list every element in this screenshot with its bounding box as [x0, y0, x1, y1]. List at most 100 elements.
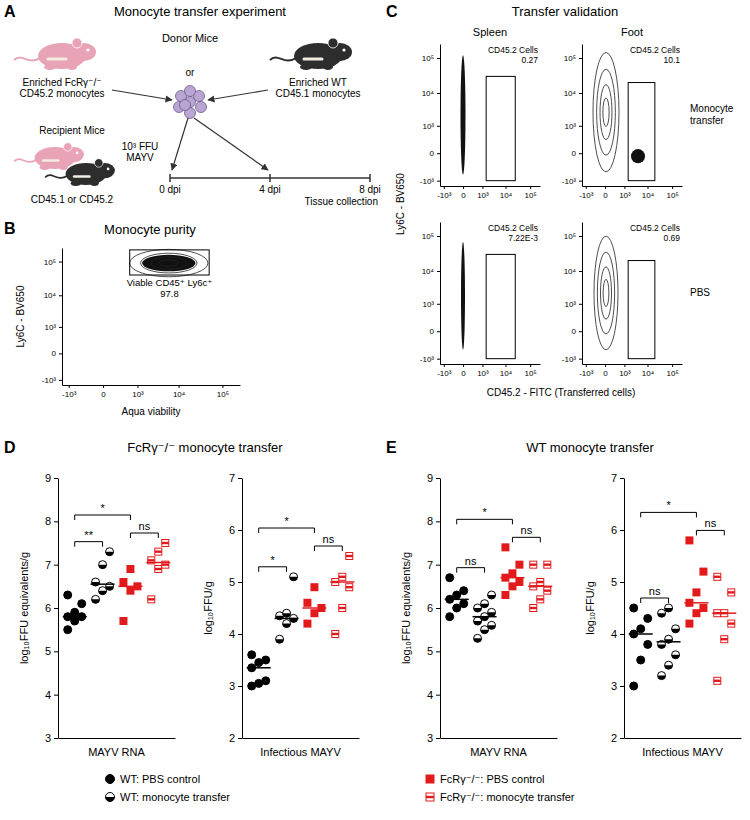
- tick: 10⁴: [642, 186, 655, 200]
- tick-mark: [586, 186, 587, 189]
- marker-shape: [460, 587, 468, 595]
- marker: [262, 677, 270, 685]
- significance-label: ns: [521, 524, 533, 536]
- monocyte: [196, 102, 207, 113]
- marker-shape: [248, 651, 256, 659]
- gate: [628, 261, 655, 359]
- plot-area: [629, 536, 737, 690]
- marker-shape: [283, 620, 291, 628]
- marker-shape: [665, 604, 673, 612]
- gate-label: CD45.2 Cells: [630, 45, 680, 55]
- timeline-label: 4 dpi: [259, 184, 281, 195]
- marker: [515, 578, 523, 586]
- marker-shape: [692, 588, 700, 596]
- text-line: MAYV: [126, 152, 154, 163]
- axis-line: [441, 364, 541, 365]
- marker: [310, 609, 318, 617]
- tick-mark: [69, 385, 70, 388]
- tick-mark: [482, 364, 483, 367]
- tick-label: 10⁵: [217, 390, 229, 399]
- significance-label: ns: [323, 533, 335, 545]
- marker-shape: [64, 626, 72, 634]
- tick: 3: [229, 680, 242, 692]
- recipient-type: CD45.1 or CD45.2: [31, 194, 114, 205]
- marker-fill: [728, 591, 735, 593]
- tick-label: 10³: [422, 300, 434, 309]
- tick: 5: [611, 576, 624, 588]
- tick: 10⁵: [667, 186, 679, 200]
- tick: -10³: [420, 177, 440, 186]
- marker: [685, 536, 693, 544]
- tick-label: -10³: [579, 369, 594, 378]
- marker-shape: [672, 651, 680, 659]
- significance-bracket: [75, 515, 131, 520]
- marker: [92, 595, 100, 603]
- marker: [126, 565, 134, 573]
- tick-label: 8: [427, 515, 433, 527]
- tick-label: 10⁵: [667, 191, 679, 200]
- gate-label: CD45.2 Cells: [488, 223, 538, 233]
- marker-fill: [155, 550, 162, 552]
- median-line: [63, 616, 87, 618]
- tick-mark: [437, 93, 440, 94]
- arrow: [112, 90, 172, 100]
- tick-label: 9: [45, 472, 51, 484]
- tick-label: 10⁴: [173, 390, 186, 399]
- text-line: CD45.1 monocytes: [275, 88, 360, 99]
- mouse-tail: [270, 57, 296, 60]
- marker-shape: [155, 566, 162, 573]
- marker: [481, 600, 489, 608]
- dot-plot: 234567Infectious MAYVlog₁₀FFU/gnsns*: [584, 472, 742, 758]
- tick-mark: [463, 364, 464, 367]
- marker-shape: [537, 579, 544, 586]
- marker: [537, 579, 544, 586]
- tick-mark: [620, 634, 624, 635]
- marker: [283, 609, 291, 617]
- tick-mark: [437, 236, 440, 237]
- tick-label: 10³: [564, 300, 576, 309]
- tick: 0: [430, 149, 440, 158]
- significance-label: *: [284, 515, 289, 527]
- monocyte: [185, 86, 196, 97]
- marker-shape: [71, 608, 79, 616]
- arrow: [172, 118, 188, 170]
- marker: [126, 587, 134, 595]
- y-axis: 3456789: [45, 472, 59, 744]
- marker: [426, 775, 435, 784]
- marker-shape: [728, 589, 735, 596]
- axis-line: [59, 738, 176, 739]
- density-contour: [159, 260, 178, 267]
- tick-mark: [436, 651, 440, 652]
- y-axis-title: log₁₀FFU/g: [584, 581, 596, 635]
- tick: 4: [611, 628, 624, 640]
- tick: 10⁴: [422, 267, 440, 276]
- marker-shape: [501, 543, 509, 551]
- significance-label: ns: [465, 555, 477, 567]
- gate-value: 97.8: [160, 288, 179, 299]
- tick: 8: [427, 515, 440, 527]
- legend-label: FcRγ⁻/⁻: PBS control: [440, 773, 545, 785]
- marker: [119, 617, 127, 625]
- marker-shape: [728, 620, 735, 627]
- tick-mark: [59, 262, 62, 263]
- marker-shape: [78, 600, 86, 608]
- density-contour: [603, 98, 609, 127]
- tick-label: 7: [611, 472, 617, 484]
- marker-shape: [99, 561, 107, 569]
- median-line: [330, 581, 354, 583]
- tick-mark: [620, 530, 624, 531]
- tick: 10⁵: [525, 186, 537, 200]
- marker: [692, 588, 700, 596]
- tick-mark: [579, 331, 582, 332]
- tick-label: 0: [52, 349, 57, 358]
- tick: 10⁵: [44, 258, 62, 267]
- tick-mark: [103, 385, 104, 388]
- marker: [64, 591, 72, 599]
- tick-mark: [59, 380, 62, 381]
- tick: 6: [611, 524, 624, 536]
- tick-label: 3: [45, 732, 51, 744]
- marker-fill: [728, 622, 735, 624]
- tick-label: 5: [45, 645, 51, 657]
- arrow: [208, 90, 268, 100]
- timeline-tick: [369, 174, 371, 182]
